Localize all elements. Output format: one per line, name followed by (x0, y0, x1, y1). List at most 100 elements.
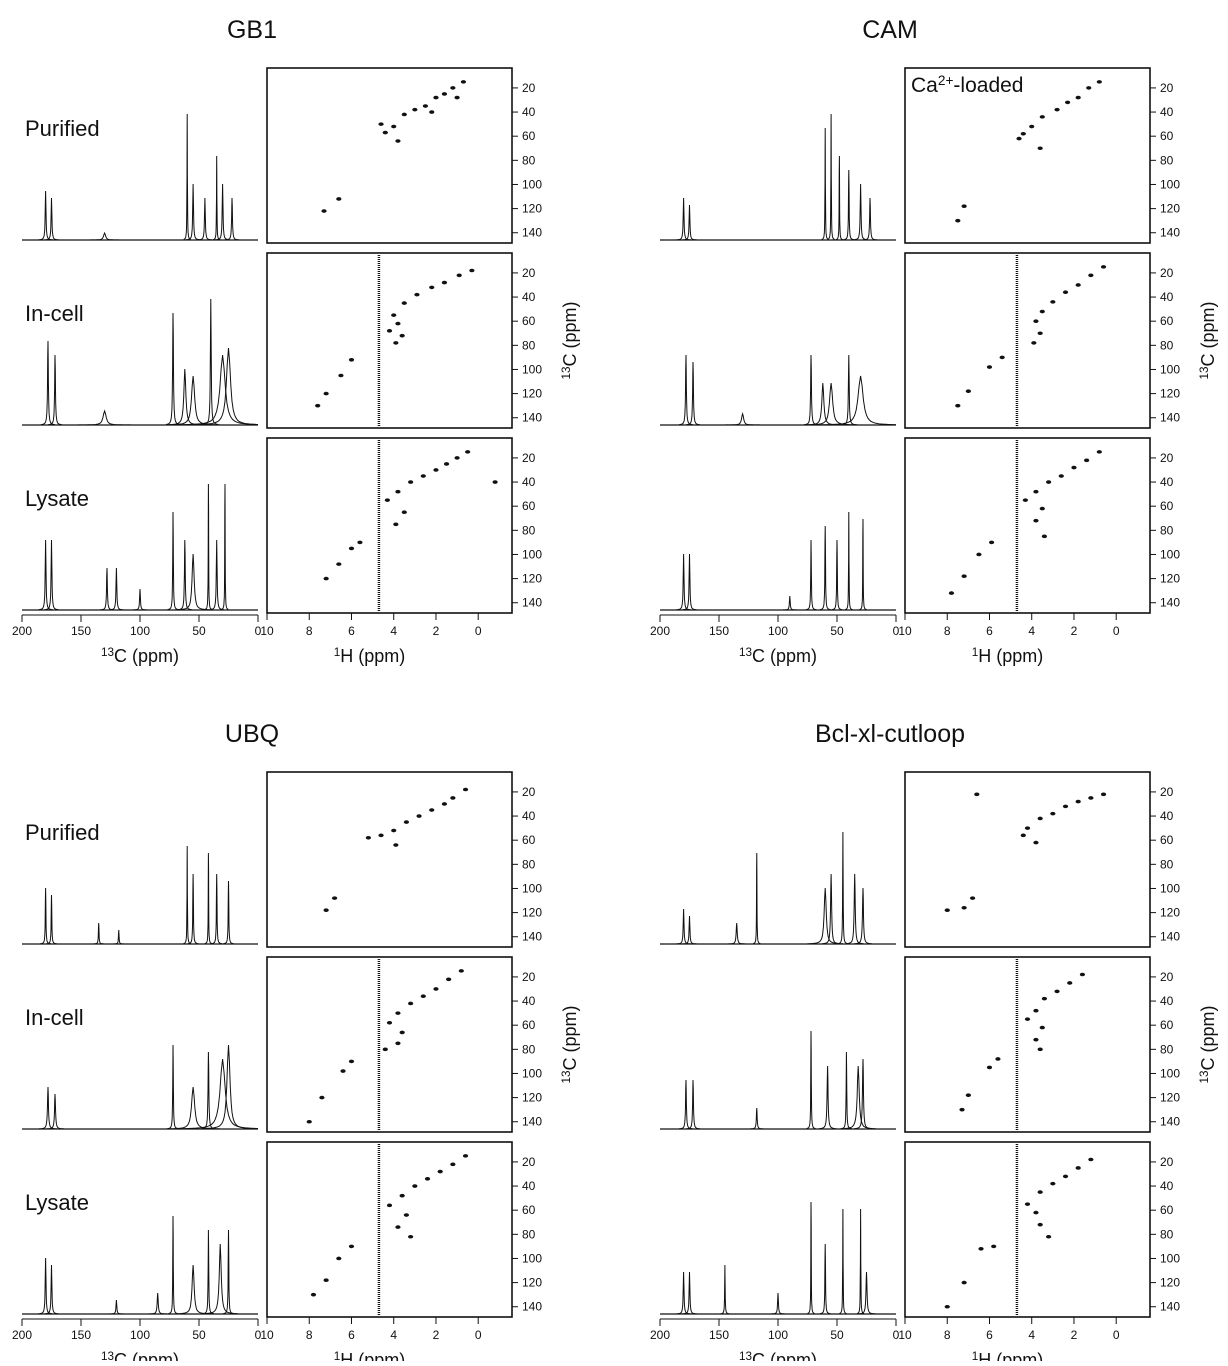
chart-title: UBQ (225, 720, 279, 748)
cross-peak (348, 546, 355, 551)
cross-peak (959, 1107, 965, 1112)
y-tick-label: 60 (1160, 129, 1174, 143)
spectrum-peak (770, 1292, 786, 1315)
cross-peak (1029, 124, 1035, 129)
cross-peak (1020, 833, 1026, 838)
cross-peak (1033, 1037, 1039, 1042)
cross-peak (414, 292, 420, 297)
cross-peak (1088, 273, 1094, 278)
x-tick-label: 100 (130, 1328, 150, 1342)
cross-peak (382, 130, 388, 135)
spectrum-peak (827, 113, 835, 240)
cross-peak (450, 796, 456, 800)
y-tick-label: 120 (1160, 906, 1180, 920)
spectrum-peak (678, 1079, 693, 1130)
cross-peak (441, 802, 448, 806)
cross-peak (1065, 100, 1071, 105)
x-axis-label-text: H (ppm) (340, 1350, 405, 1361)
spectrum-peak (177, 539, 192, 611)
x-axis-label-text: H (ppm) (978, 646, 1043, 666)
x-axis-label-text: C (ppm) (114, 646, 179, 666)
cross-peak (976, 552, 982, 557)
y-axis-label: 13C (ppm) (1198, 301, 1219, 379)
spectrum-peak (78, 409, 132, 426)
hsqc-frame (266, 252, 513, 429)
x-tick-label: 50 (192, 1328, 206, 1342)
y-tick-label: 60 (522, 1018, 536, 1032)
x-axis-label-text: C (ppm) (752, 1350, 817, 1361)
y-tick-label: 120 (522, 906, 542, 920)
x-tick-label: 100 (768, 624, 788, 638)
spectrum-peak (209, 539, 224, 611)
spectrum-peak (724, 411, 761, 426)
y-tick-label: 80 (1160, 857, 1174, 871)
y-tick-label: 140 (1160, 596, 1180, 610)
y-tick-label: 20 (1160, 1155, 1174, 1169)
spectrum-peak (165, 312, 181, 425)
x-tick-label: 200 (12, 624, 32, 638)
cross-peak (1096, 80, 1102, 84)
spectrum-peak (854, 1058, 872, 1130)
x-tick-label: 10 (898, 624, 912, 638)
cross-peak (401, 112, 407, 117)
spectrum-peak (38, 1257, 53, 1315)
spectrum-peak (223, 880, 234, 945)
y-tick-label: 40 (522, 994, 536, 1008)
y-tick-label: 20 (522, 266, 536, 280)
spectrum-peak (178, 354, 258, 426)
y-tick-label: 100 (522, 177, 542, 191)
cross-peak (1022, 498, 1028, 502)
cross-peak (408, 1001, 414, 1006)
cross-peak (1037, 146, 1043, 151)
x-tick-label: 8 (944, 624, 951, 638)
y-tick-label: 140 (1160, 930, 1180, 944)
spectrum-peak (167, 1044, 179, 1130)
cross-peak (446, 977, 452, 982)
spectrum-peak (682, 1271, 697, 1315)
x-tick-label: 50 (192, 624, 206, 638)
cross-peak (412, 107, 418, 112)
cross-peak (408, 1234, 414, 1239)
x-tick-label: 8 (944, 1328, 951, 1342)
cross-peak (965, 1093, 971, 1097)
chart-title: GB1 (227, 16, 277, 44)
spectrum-peak (213, 155, 221, 241)
spectrum-peak (804, 382, 858, 426)
spectrum-peak (686, 361, 701, 426)
spectrum-peak (676, 553, 691, 611)
spectrum-peak (38, 539, 53, 611)
cross-peak (336, 562, 342, 566)
spectrum-peak (166, 375, 220, 426)
y-tick-label: 60 (1160, 1203, 1174, 1217)
spectrum-peak (806, 1030, 816, 1130)
cross-peak (323, 576, 329, 581)
cross-peak (429, 808, 435, 812)
x-axis-label: 1H (ppm) (972, 646, 1044, 667)
hsqc-frame (904, 67, 1151, 244)
cross-peak (1088, 796, 1094, 800)
y-tick-label: 40 (1160, 105, 1174, 119)
spectrum-peak (859, 518, 867, 611)
cross-peak (395, 1041, 401, 1046)
cross-peak (331, 896, 338, 900)
cross-peak (391, 313, 397, 317)
spectrum-peak (845, 873, 864, 945)
spectrum-peak (835, 155, 843, 241)
cross-peak (988, 540, 995, 545)
cross-peak (961, 574, 967, 578)
y-tick-label: 80 (1160, 153, 1174, 167)
y-tick-label: 80 (522, 857, 536, 871)
x-tick-label: 0 (1113, 624, 1120, 638)
x-axis-label-sup: 13 (101, 646, 114, 659)
spectrum-peak (38, 190, 53, 241)
spectrum-peak (682, 915, 697, 945)
cross-peak (961, 204, 967, 208)
x-tick-label: 2 (433, 1328, 440, 1342)
x-tick-label: 50 (830, 624, 844, 638)
hsqc-frame (904, 437, 1151, 614)
y-tick-label: 80 (1160, 1042, 1174, 1056)
cross-peak (1033, 840, 1039, 845)
cross-peak (395, 489, 401, 494)
cross-peak (395, 1225, 401, 1229)
spectrum-peak (221, 483, 229, 610)
